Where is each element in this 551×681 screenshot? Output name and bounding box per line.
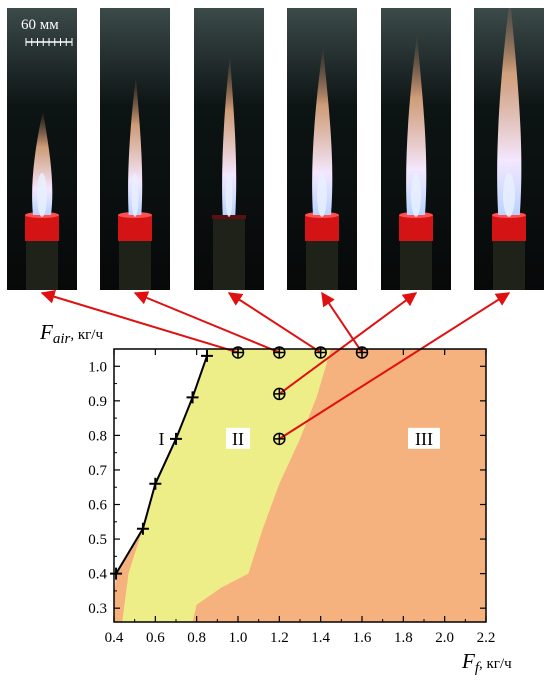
region-II-area bbox=[122, 349, 332, 622]
region-label-II: II bbox=[232, 429, 244, 449]
x-tick-label: 1.2 bbox=[270, 630, 289, 646]
y-axis-label: Fair, кг/ч bbox=[39, 320, 103, 347]
labels-group: I II III bbox=[153, 427, 440, 449]
region-label-bg bbox=[226, 427, 250, 449]
burner-glow bbox=[305, 215, 339, 241]
flame bbox=[222, 54, 237, 215]
x-tick-label: 0.4 bbox=[105, 630, 124, 646]
y-tick-label: 0.7 bbox=[88, 463, 107, 479]
region-label-bg bbox=[153, 427, 170, 449]
x-tick-label: 1.4 bbox=[311, 630, 330, 646]
flame-core bbox=[37, 173, 47, 217]
x-tick-label: 1.8 bbox=[394, 630, 413, 646]
scale-bar-label: 60 мм bbox=[21, 17, 59, 33]
flame-core bbox=[131, 173, 139, 217]
boundary-I-marker bbox=[136, 522, 149, 535]
boundary-I-line bbox=[115, 355, 208, 575]
x-axis-label: Ff, кг/ч bbox=[461, 649, 512, 676]
y-tick-label: 0.9 bbox=[88, 394, 107, 410]
flame-photo-5 bbox=[381, 8, 451, 290]
y-tick-label: 0.8 bbox=[88, 428, 107, 444]
burner-glow bbox=[118, 215, 152, 241]
arrow-to-photo bbox=[278, 292, 511, 440]
flame-photo-6 bbox=[474, 8, 544, 290]
flame bbox=[406, 34, 427, 215]
region-label-I: I bbox=[159, 429, 165, 449]
x-tick-label: 0.6 bbox=[146, 630, 165, 646]
burner-glow bbox=[25, 215, 59, 241]
arrow-to-photo bbox=[321, 291, 363, 354]
flame-photo-3 bbox=[194, 8, 264, 290]
flame-core bbox=[225, 173, 233, 217]
boundary-I-marker bbox=[170, 432, 182, 445]
burner-glow bbox=[492, 215, 526, 241]
boundary-I-marker bbox=[186, 391, 199, 404]
x-tick-label: 2.2 bbox=[477, 630, 496, 646]
flame bbox=[32, 110, 53, 215]
scale-bar bbox=[25, 38, 73, 46]
arrow-to-photo bbox=[227, 292, 322, 354]
y-tick-label: 1.0 bbox=[88, 359, 107, 375]
region-label-III: III bbox=[415, 429, 433, 449]
flame-core bbox=[503, 173, 515, 217]
flame-photo-1 bbox=[7, 8, 77, 290]
axes-group: 0.4 0.6 0.8 1.0 1.2 1.4 1.6 1.8 2.0 2.2 0.3 0.4 0.5 0… bbox=[39, 320, 512, 676]
flame-core bbox=[317, 173, 327, 217]
x-tick-label: 2.0 bbox=[435, 630, 454, 646]
burner-tube bbox=[213, 215, 245, 290]
boundary-I-marker bbox=[149, 477, 162, 490]
y-tick-label: 0.4 bbox=[88, 567, 107, 583]
y-tick-label: 0.5 bbox=[88, 532, 107, 548]
experiment-point-cross bbox=[273, 388, 285, 400]
experiment-point-cross bbox=[273, 433, 285, 445]
arrow-to-photo bbox=[133, 291, 280, 354]
arrow-to-photo bbox=[278, 292, 418, 395]
flame-photo-4 bbox=[287, 8, 357, 290]
burner-glow bbox=[399, 215, 433, 241]
y-tick-label: 0.3 bbox=[88, 601, 107, 617]
x-tick-label: 1.6 bbox=[353, 630, 372, 646]
x-tick-label: 0.8 bbox=[187, 630, 206, 646]
x-tick-label: 1.0 bbox=[229, 630, 248, 646]
flame-photo-2 bbox=[100, 8, 170, 290]
regions-group bbox=[114, 349, 486, 622]
arrow-to-photo bbox=[40, 289, 239, 354]
flame-core bbox=[411, 173, 421, 217]
y-tick-label: 0.6 bbox=[88, 498, 107, 514]
flame bbox=[312, 46, 333, 215]
region-label-bg bbox=[408, 427, 440, 449]
arrows-group bbox=[40, 289, 511, 440]
boundary-I-marker bbox=[201, 349, 213, 362]
flame bbox=[497, 8, 522, 215]
flame bbox=[128, 76, 143, 215]
